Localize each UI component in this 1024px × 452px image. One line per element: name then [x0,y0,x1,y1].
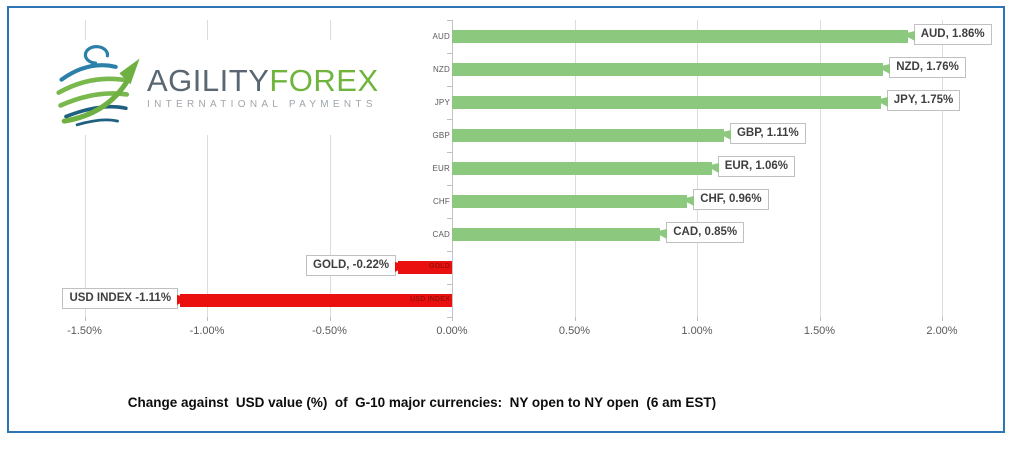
category-label: AUD [432,31,450,41]
bar-usd-index [180,294,452,307]
grid-line [942,20,943,317]
category-label: JPY [434,97,450,107]
bar-jpy [452,96,881,109]
bar-gbp [452,129,724,142]
data-label-text: CHF, 0.96% [700,193,762,205]
callout-pointer [177,295,191,305]
category-axis-tick [447,284,452,285]
data-label-callout: CHF, 0.96% [681,189,769,210]
x-tick-label: -1.50% [67,325,102,337]
category-axis-tick [447,218,452,219]
x-tick-label: -0.50% [312,325,347,337]
bar-gold [398,261,452,274]
brand-forex: FOREX [269,63,379,98]
category-axis-tick [447,251,452,252]
logo-text: AGILITYFOREX INTERNATIONAL PAYMENTS [147,63,379,110]
category-label: CAD [432,229,450,239]
bar-chf [452,195,688,208]
data-label-callout: JPY, 1.75% [874,90,961,111]
brand-agility: AGILITY [147,63,270,98]
callout-pointer [705,163,719,173]
callout-pointer [877,64,891,74]
x-tick-label: 1.50% [803,325,836,337]
x-axis-tick [452,317,453,321]
globe-arrow-icon [56,45,140,127]
data-label-callout: EUR, 1.06% [705,156,795,177]
category-label: NZD [432,64,450,74]
grid-line [84,20,86,317]
data-label-text: USD INDEX -1.11% [69,292,172,304]
bar-eur [452,162,712,175]
data-label-text: CAD, 0.85% [673,226,738,238]
logo: AGILITYFOREX INTERNATIONAL PAYMENTS [50,40,380,135]
x-axis-tick [207,317,208,321]
callout-pointer [654,229,668,239]
bar-nzd [452,63,884,76]
category-axis-tick [447,119,452,120]
data-label-callout: USD INDEX -1.11% [62,288,191,309]
data-label-text: GOLD, -0.22% [313,259,390,271]
data-label-callout: GOLD, -0.22% [306,255,409,276]
chart-caption: Change against USD value (%) of G-10 maj… [127,395,717,410]
x-tick-label: 2.00% [926,325,958,337]
data-label-callout: GBP, 1.11% [717,123,806,144]
data-label-callout: AUD, 1.86% [901,24,992,45]
callout-pointer [395,262,409,272]
category-axis-tick [447,317,452,318]
category-axis-tick [447,86,452,87]
category-axis-tick [447,185,452,186]
data-label-callout: NZD, 1.76% [877,57,966,78]
x-tick-label: 0.50% [558,325,591,337]
x-axis-tick [942,317,943,321]
category-axis-tick [447,152,452,153]
grid-line [329,20,331,317]
logo-tagline: INTERNATIONAL PAYMENTS [147,99,377,110]
callout-pointer [717,130,731,140]
category-label: USD INDEX [410,295,450,303]
x-tick-label: 0.00% [436,325,468,337]
category-label: GBP [432,130,450,140]
x-axis-tick [84,317,86,321]
callout-pointer [901,31,915,41]
bar-cad [452,228,661,241]
grid-line [819,20,821,317]
brand-name: AGILITYFOREX [147,63,379,98]
x-axis-tick [697,317,698,321]
category-label: GOLD [428,262,450,270]
category-label: CHF [432,196,450,206]
data-label-text: GBP, 1.11% [736,127,799,139]
x-axis-tick [819,317,821,321]
x-axis-tick [574,317,576,321]
x-axis-tick [329,317,331,321]
category-label: EUR [432,163,450,173]
callout-pointer [681,196,695,206]
data-label-text: JPY, 1.75% [893,94,954,106]
data-label-text: NZD, 1.76% [896,61,959,73]
x-tick-label: 1.00% [681,325,713,337]
bar-aud [452,30,908,43]
data-label-text: AUD, 1.86% [920,28,985,40]
category-axis-tick [447,53,452,54]
data-label-callout: CAD, 0.85% [654,222,745,243]
grid-line [207,20,208,317]
category-axis-tick [447,20,452,21]
x-tick-label: -1.00% [189,325,225,337]
data-label-text: EUR, 1.06% [724,160,788,172]
callout-pointer [874,97,888,107]
